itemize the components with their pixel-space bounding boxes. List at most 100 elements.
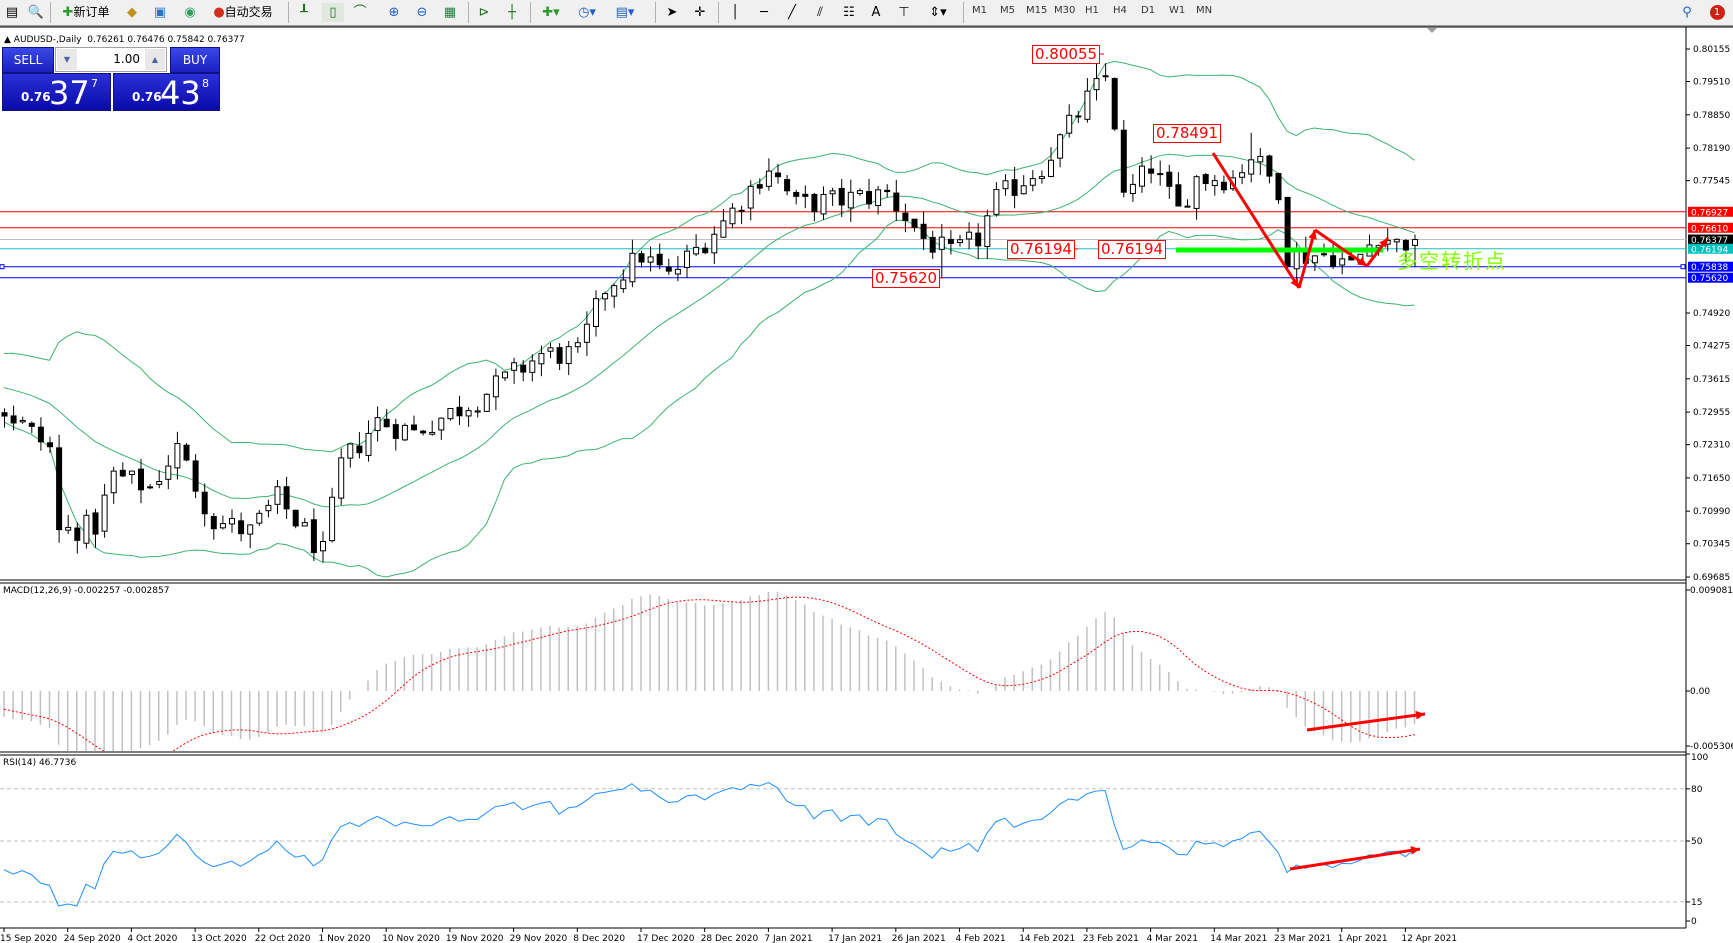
periods-dropdown-icon[interactable]: ◷▾ <box>578 5 596 20</box>
rsi-pane[interactable] <box>0 781 1686 907</box>
trend-arrow-reversal[interactable] <box>1365 237 1390 267</box>
candle[interactable] <box>56 434 63 543</box>
candle[interactable] <box>820 186 827 220</box>
vertical-line-icon[interactable]: │ <box>731 5 739 20</box>
candle[interactable] <box>128 470 135 484</box>
trendline-icon[interactable]: ╱ <box>788 5 796 20</box>
candle[interactable] <box>174 431 181 480</box>
text-icon[interactable]: A <box>871 5 881 20</box>
candle[interactable] <box>10 405 17 431</box>
candle[interactable] <box>720 209 727 238</box>
candle[interactable] <box>1038 170 1045 184</box>
candle[interactable] <box>793 189 800 205</box>
candle[interactable] <box>665 258 672 275</box>
crosshair-icon[interactable]: ✛ <box>694 5 706 20</box>
candle[interactable] <box>684 244 690 278</box>
candle[interactable] <box>747 180 754 221</box>
candle[interactable] <box>866 178 872 209</box>
candle[interactable] <box>656 243 663 270</box>
high-price-label[interactable]: 0.80055 <box>1032 45 1101 64</box>
candle[interactable] <box>884 184 891 198</box>
candle[interactable] <box>301 518 308 527</box>
lower-high-price-label[interactable]: 0.78491 <box>1153 124 1222 143</box>
candle[interactable] <box>629 239 636 288</box>
candle[interactable] <box>138 458 144 504</box>
candle[interactable] <box>447 407 454 421</box>
candle[interactable] <box>1002 174 1009 196</box>
candle[interactable] <box>201 483 208 527</box>
candle[interactable] <box>156 470 163 489</box>
terminal-icon[interactable]: ▣ <box>153 5 167 20</box>
candle[interactable] <box>101 484 108 538</box>
timeframe-h1[interactable]: H1 <box>1085 5 1099 16</box>
candle[interactable] <box>520 360 527 382</box>
chart-zoom-icon[interactable]: 🔍 <box>27 5 45 20</box>
candle[interactable] <box>993 182 1000 217</box>
candle[interactable] <box>310 508 317 561</box>
candle[interactable] <box>192 454 199 499</box>
candle[interactable] <box>556 343 563 371</box>
candle[interactable] <box>938 224 945 278</box>
candle[interactable] <box>1339 249 1346 275</box>
equidistant-channel-icon[interactable]: ⫽ <box>817 5 823 20</box>
collapse-triangle-icon[interactable]: ▲ <box>4 35 14 45</box>
candle[interactable] <box>420 429 427 436</box>
candle[interactable] <box>1111 77 1118 131</box>
timeframe-m30[interactable]: M30 <box>1054 5 1076 16</box>
candle[interactable] <box>574 337 581 353</box>
candle[interactable] <box>847 179 854 222</box>
candle[interactable] <box>401 423 408 442</box>
autoscroll-icon[interactable]: ┼ <box>508 5 516 20</box>
notifications-button[interactable]: 1 <box>1704 3 1730 22</box>
candle[interactable] <box>611 283 618 308</box>
candle[interactable] <box>929 230 936 259</box>
candle[interactable] <box>947 230 954 255</box>
candle[interactable] <box>1020 175 1027 195</box>
candle[interactable] <box>83 509 90 549</box>
candle[interactable] <box>1148 155 1155 184</box>
candle[interactable] <box>738 205 745 225</box>
candle[interactable] <box>274 479 281 515</box>
candle[interactable] <box>219 515 226 530</box>
candle[interactable] <box>1175 172 1182 207</box>
candle[interactable] <box>1057 133 1064 168</box>
candle[interactable] <box>1102 63 1109 82</box>
candle[interactable] <box>320 531 326 563</box>
timeframe-w1[interactable]: W1 <box>1169 5 1186 16</box>
candle[interactable] <box>1266 154 1273 184</box>
trend-arrow-up[interactable] <box>1297 229 1317 289</box>
turning-point-text[interactable]: 多空转折点 <box>1397 249 1507 273</box>
candle[interactable] <box>1412 234 1418 267</box>
candle[interactable] <box>966 222 973 250</box>
candle[interactable] <box>383 409 390 428</box>
new-order-button[interactable]: ✚ 新订单 <box>56 3 116 22</box>
candle[interactable] <box>492 368 499 411</box>
lot-size-value[interactable]: 1.00 <box>113 52 140 66</box>
candle[interactable] <box>356 432 363 459</box>
cursor-icon[interactable]: ➤ <box>666 5 678 20</box>
candle[interactable] <box>238 512 245 542</box>
candle[interactable] <box>1220 175 1227 194</box>
line-handle[interactable] <box>1680 264 1686 270</box>
candle[interactable] <box>74 522 81 554</box>
bar-chart-icon[interactable]: ┸ <box>300 5 308 20</box>
candle[interactable] <box>583 311 590 356</box>
profiles-icon[interactable]: ▤ <box>5 5 19 20</box>
tile-windows-icon[interactable]: ▦ <box>443 5 457 20</box>
candle[interactable] <box>1084 78 1091 123</box>
candle[interactable] <box>1120 120 1127 198</box>
candle[interactable] <box>693 234 700 257</box>
candle[interactable] <box>547 342 554 358</box>
candle[interactable] <box>28 421 35 434</box>
line-chart-icon[interactable]: ⌒ <box>353 5 367 20</box>
candle[interactable] <box>856 188 863 196</box>
timeframe-h4[interactable]: H4 <box>1113 5 1127 16</box>
candle[interactable] <box>1257 147 1264 176</box>
candle[interactable] <box>474 406 481 418</box>
candle[interactable] <box>538 345 545 377</box>
candle[interactable] <box>765 158 772 191</box>
candle[interactable] <box>593 290 599 337</box>
candle[interactable] <box>283 476 290 519</box>
fibonacci-icon[interactable]: ☷ <box>843 5 855 20</box>
candle[interactable] <box>565 340 572 376</box>
